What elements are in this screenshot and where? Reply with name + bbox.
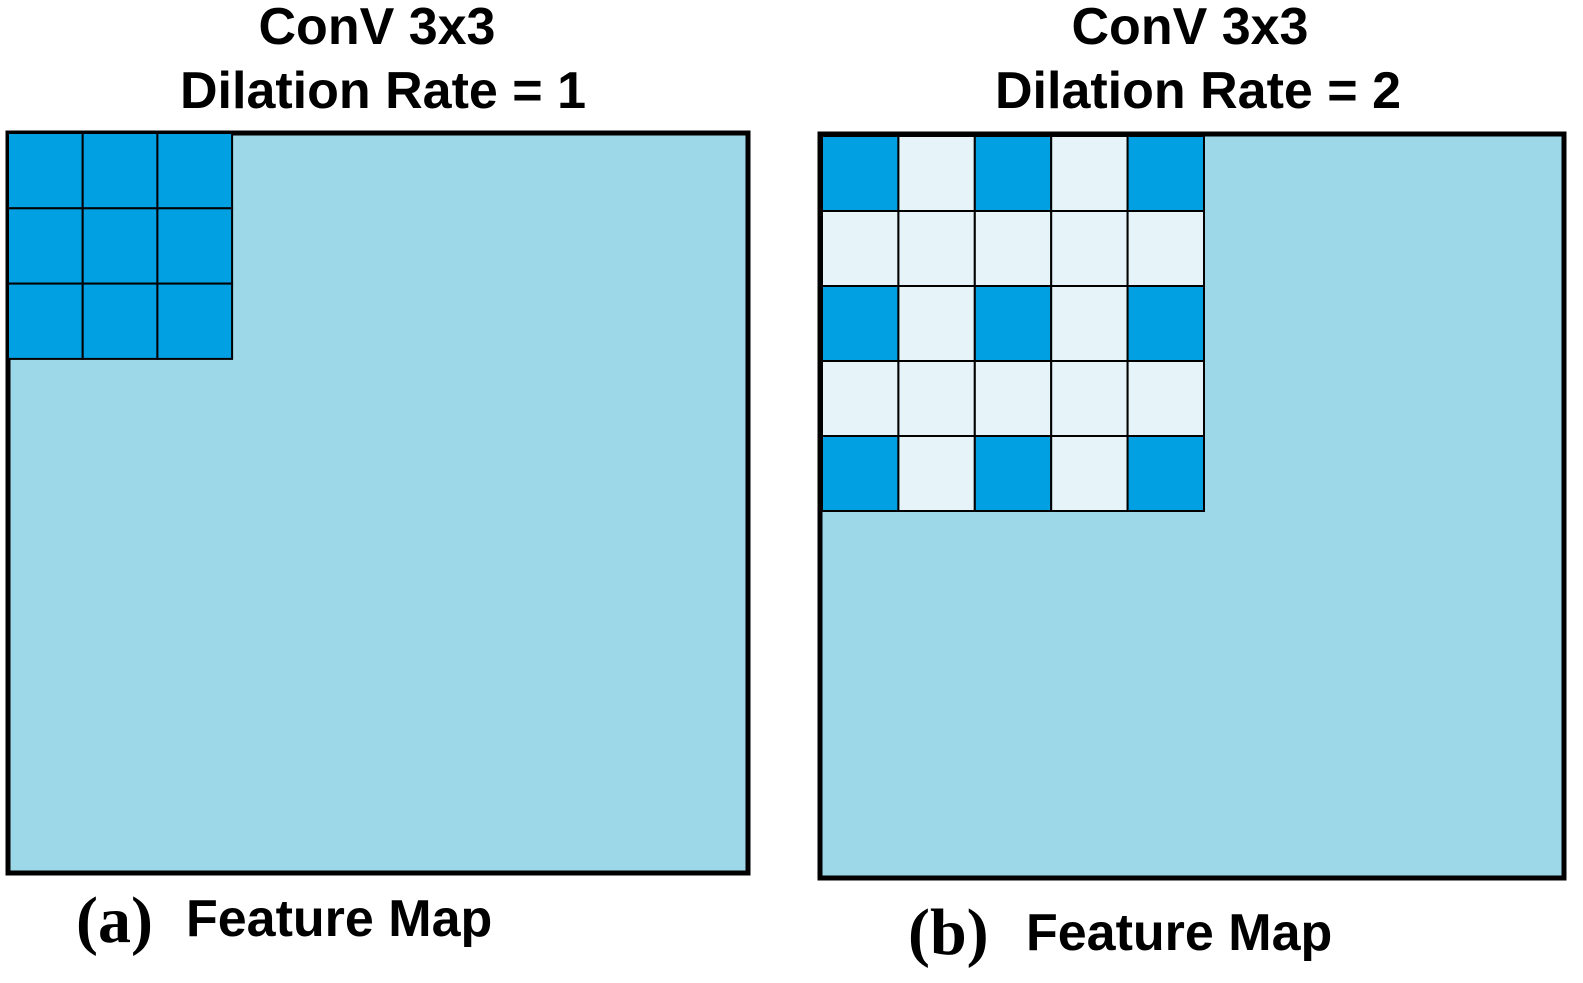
kernel-cell-inactive <box>897 210 976 287</box>
kernel-cell-inactive <box>1050 435 1129 512</box>
panel-a-title-line1: ConV 3x3 <box>259 0 496 56</box>
kernel-cell-inactive <box>1050 285 1129 362</box>
panel-b-title-line1: ConV 3x3 <box>1072 0 1309 56</box>
kernel-cell-inactive <box>897 360 976 437</box>
kernel-cell-active <box>156 207 234 285</box>
panel-b-kernel-grid <box>821 135 1205 512</box>
kernel-cell-inactive <box>973 210 1053 287</box>
panel-a-kernel-grid <box>7 132 234 360</box>
kernel-cell-active <box>973 285 1053 362</box>
kernel-cell-active <box>81 282 159 360</box>
kernel-cell-inactive <box>897 285 976 362</box>
kernel-cell-inactive <box>1050 135 1129 212</box>
kernel-cell-active <box>1126 285 1205 362</box>
kernel-cell-inactive <box>1126 210 1205 287</box>
panel-b-title-line2: Dilation Rate = 2 <box>995 62 1401 120</box>
kernel-cell-active <box>1126 135 1205 212</box>
panel-b-caption-letter: (b) <box>908 896 989 969</box>
kernel-cell-active <box>821 285 900 362</box>
kernel-cell-active <box>156 132 234 210</box>
panel-a-caption-letter: (a) <box>76 884 153 957</box>
panel-a-title-line2: Dilation Rate = 1 <box>180 62 586 120</box>
kernel-cell-inactive <box>1050 360 1129 437</box>
kernel-cell-active <box>821 135 900 212</box>
kernel-cell-inactive <box>821 210 900 287</box>
kernel-cell-inactive <box>897 135 976 212</box>
kernel-cell-active <box>7 282 84 360</box>
panel-a: ConV 3x3 Dilation Rate = 1 (a) Feature M… <box>5 0 751 957</box>
kernel-cell-active <box>81 132 159 210</box>
kernel-cell-active <box>973 135 1053 212</box>
panel-a-caption-text: Feature Map <box>186 890 492 948</box>
kernel-cell-active <box>81 207 159 285</box>
kernel-cell-inactive <box>821 360 900 437</box>
kernel-cell-active <box>821 435 900 512</box>
panel-b-caption-text: Feature Map <box>1026 904 1332 962</box>
kernel-cell-active <box>1126 435 1205 512</box>
kernel-cell-active <box>156 282 234 360</box>
kernel-cell-inactive <box>1126 360 1205 437</box>
kernel-cell-active <box>7 207 84 285</box>
kernel-cell-inactive <box>897 435 976 512</box>
kernel-cell-active <box>7 132 84 210</box>
kernel-cell-inactive <box>973 360 1053 437</box>
kernel-cell-active <box>973 435 1053 512</box>
kernel-cell-inactive <box>1050 210 1129 287</box>
panel-b: ConV 3x3 Dilation Rate = 2 (b) Feature M… <box>817 0 1567 969</box>
